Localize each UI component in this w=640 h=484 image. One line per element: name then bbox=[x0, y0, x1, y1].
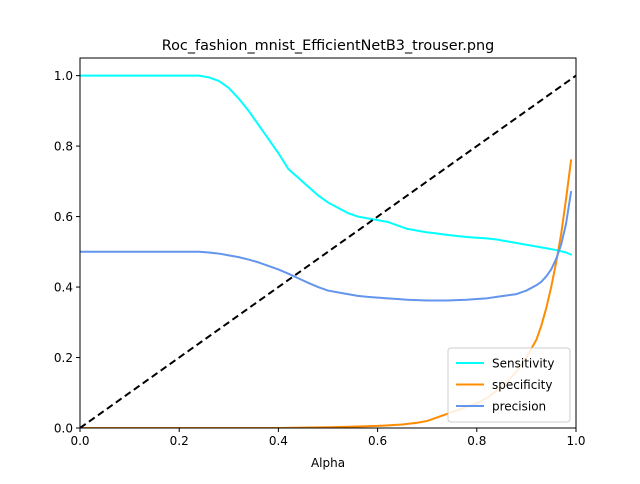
y-tick-label: 0.0 bbox=[54, 422, 73, 436]
axes-frame bbox=[79, 57, 577, 429]
reference-diagonal-line bbox=[80, 74, 576, 428]
chart-title: Roc_fashion_mnist_EfficientNetB3_trouser… bbox=[162, 38, 494, 54]
y-tick-label: 0.8 bbox=[54, 140, 73, 154]
legend-label-precision: precision bbox=[492, 400, 546, 414]
x-tick-label: 0.4 bbox=[269, 434, 288, 448]
x-tick-label: 0.6 bbox=[368, 434, 387, 448]
legend-label-sensitivity: Sensitivity bbox=[492, 357, 554, 371]
axes: 0.0 0.2 0.4 0.6 0.8 1.0 0.0 0.2 0.4 0.6 0.8 1.0 bbox=[54, 57, 586, 448]
y-tick-label: 0.4 bbox=[54, 281, 73, 295]
y-tick-label: 0.2 bbox=[54, 351, 73, 365]
series-line-sensitivity bbox=[80, 74, 573, 256]
legend-box bbox=[447, 347, 571, 423]
y-tick-label: 0.6 bbox=[54, 210, 73, 224]
legend: Sensitivity specificity precision bbox=[447, 347, 571, 423]
y-tick-label: 1.0 bbox=[54, 69, 73, 83]
x-tick-label: 1.0 bbox=[566, 434, 585, 448]
x-tick-label: 0.8 bbox=[467, 434, 486, 448]
legend-label-specificity: specificity bbox=[492, 378, 552, 392]
x-tick-label: 0.0 bbox=[70, 434, 89, 448]
series-line-precision bbox=[80, 190, 573, 302]
x-axis-label: Alpha bbox=[311, 456, 345, 470]
x-tick-label: 0.2 bbox=[170, 434, 189, 448]
